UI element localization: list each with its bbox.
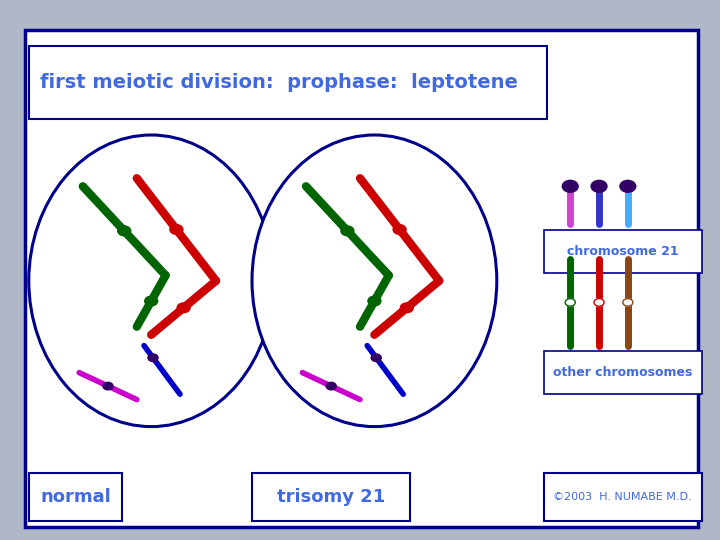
Circle shape (326, 382, 336, 390)
Circle shape (148, 354, 158, 362)
Text: first meiotic division:  prophase:  leptotene: first meiotic division: prophase: leptot… (40, 73, 518, 92)
Ellipse shape (29, 135, 274, 427)
Text: ©2003  H. NUMABE M.D.: ©2003 H. NUMABE M.D. (554, 492, 692, 502)
Circle shape (620, 180, 636, 192)
FancyBboxPatch shape (252, 472, 410, 521)
Circle shape (565, 299, 575, 306)
Circle shape (623, 299, 633, 306)
Circle shape (591, 180, 607, 192)
Circle shape (562, 180, 578, 192)
Circle shape (117, 226, 130, 235)
FancyBboxPatch shape (544, 351, 702, 394)
FancyBboxPatch shape (29, 472, 122, 521)
Circle shape (103, 382, 113, 390)
FancyBboxPatch shape (29, 46, 547, 119)
Circle shape (177, 303, 190, 313)
Circle shape (170, 225, 183, 234)
Circle shape (400, 303, 413, 313)
Text: trisomy 21: trisomy 21 (277, 488, 385, 506)
FancyBboxPatch shape (544, 230, 702, 273)
Circle shape (594, 299, 604, 306)
Text: other chromosomes: other chromosomes (553, 366, 693, 379)
Circle shape (372, 354, 382, 362)
Circle shape (368, 296, 381, 306)
FancyBboxPatch shape (544, 472, 702, 521)
Circle shape (341, 226, 354, 235)
Circle shape (145, 296, 158, 306)
Text: normal: normal (40, 488, 111, 506)
Text: chromosome 21: chromosome 21 (567, 245, 679, 258)
Circle shape (393, 225, 406, 234)
Ellipse shape (252, 135, 497, 427)
FancyBboxPatch shape (25, 30, 698, 526)
